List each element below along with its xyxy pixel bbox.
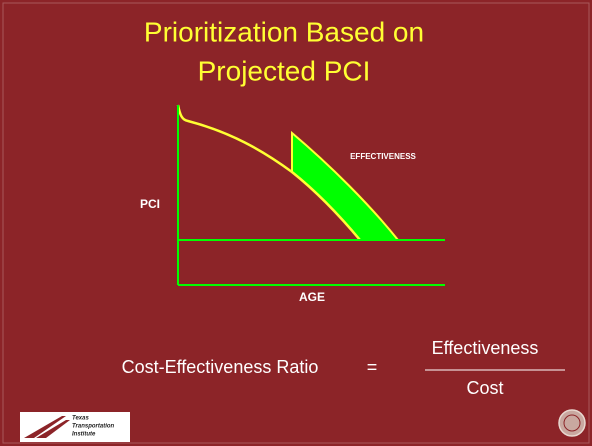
- seal: [558, 409, 586, 437]
- logo-text: Transportation: [72, 424, 115, 430]
- region-label: EFFECTIVENESS: [350, 152, 416, 161]
- formula-denominator: Cost: [466, 378, 503, 398]
- x-axis-label: AGE: [299, 290, 325, 304]
- title-line: Prioritization Based on: [144, 16, 424, 47]
- formula-numerator: Effectiveness: [432, 338, 539, 358]
- logo-text: Texas: [72, 416, 89, 422]
- logo-mark: [24, 416, 70, 438]
- title-line: Projected PCI: [198, 55, 371, 86]
- pci-curve: [176, 104, 361, 241]
- logo-text: Institute: [72, 432, 96, 438]
- formula-equals: =: [367, 357, 378, 377]
- seal-inner: [563, 414, 581, 432]
- formula-left: Cost-Effectiveness Ratio: [122, 357, 319, 377]
- y-axis-label: PCI: [140, 197, 160, 211]
